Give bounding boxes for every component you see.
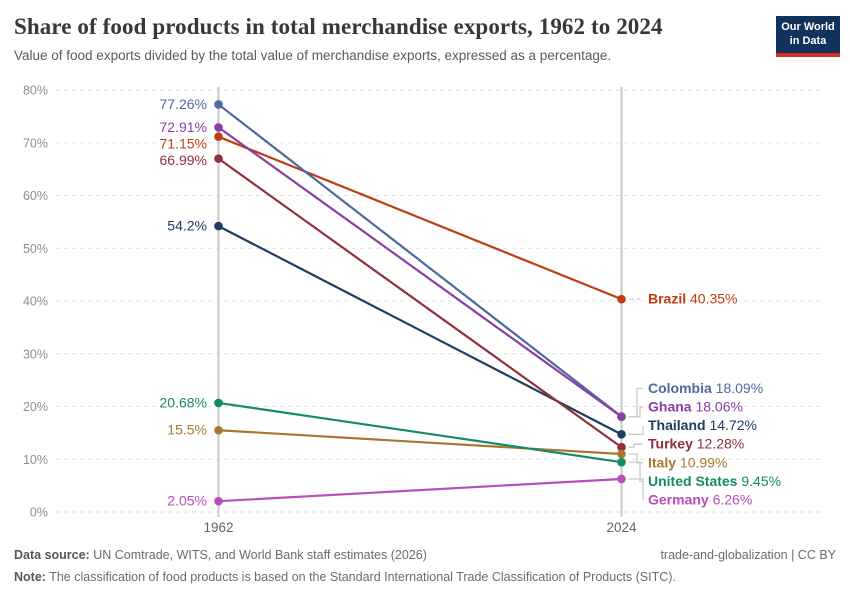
x-axis-label-1962: 1962 xyxy=(203,520,233,535)
label-connector-germany xyxy=(628,478,644,500)
data-source-label: Data source: xyxy=(14,548,90,562)
series-dot-thailand-2024[interactable] xyxy=(617,430,626,439)
series-line-italy[interactable] xyxy=(218,429,622,456)
label-connector-united-states xyxy=(628,461,643,483)
series-end-label-germany[interactable]: Germany 6.26% xyxy=(647,490,754,509)
series-line-ghana[interactable] xyxy=(217,126,623,418)
series-dot-turkey-2024[interactable] xyxy=(617,442,626,452)
y-axis-tick-10-: 10% xyxy=(23,453,48,467)
series-dot-ghana-1962[interactable] xyxy=(214,123,223,132)
y-axis-tick-80-: 80% xyxy=(23,84,48,98)
label-connector-ghana xyxy=(628,406,643,418)
series-start-label-brazil: 71.15% xyxy=(160,135,207,151)
series-dot-italy-1962[interactable] xyxy=(214,425,223,435)
note-text: The classification of food products is b… xyxy=(45,570,676,584)
series-end-label-ghana[interactable]: Ghana 18.06% xyxy=(647,397,745,416)
series-dot-italy-2024[interactable] xyxy=(617,449,626,459)
series-line-colombia[interactable] xyxy=(217,103,623,418)
y-axis-tick-30-: 30% xyxy=(23,347,48,361)
owid-logo[interactable]: Our World in Data xyxy=(776,16,840,57)
series-start-label-italy: 15.5% xyxy=(167,422,207,438)
series-start-label-ghana: 72.91% xyxy=(160,119,207,135)
series-line-united-states[interactable] xyxy=(218,401,622,464)
footer-source-row: Data source: UN Comtrade, WITS, and Worl… xyxy=(14,548,836,562)
series-start-label-united-states: 20.68% xyxy=(160,394,207,410)
y-axis-tick-60-: 60% xyxy=(23,189,48,203)
page-title: Share of food products in total merchand… xyxy=(14,14,663,39)
series-dot-germany-1962[interactable] xyxy=(214,496,223,506)
series-dot-brazil-1962[interactable] xyxy=(214,132,223,141)
label-connector-thailand xyxy=(628,425,644,436)
series-dot-united-states-1962[interactable] xyxy=(214,398,223,408)
label-connector-turkey xyxy=(628,443,643,448)
owid-logo-stripe xyxy=(776,52,840,57)
series-line-turkey[interactable] xyxy=(217,157,623,449)
owid-logo-text: Our World in Data xyxy=(776,16,840,53)
series-start-label-turkey: 66.99% xyxy=(160,152,207,168)
x-axis-label-2024: 2024 xyxy=(606,520,637,535)
series-end-label-brazil[interactable]: Brazil 40.35% xyxy=(647,289,740,308)
series-end-label-colombia[interactable]: Colombia 18.09% xyxy=(647,378,765,397)
series-dot-colombia-1962[interactable] xyxy=(214,100,223,109)
note-label: Note: xyxy=(14,570,46,584)
series-dot-germany-2024[interactable] xyxy=(617,474,626,484)
label-connector-colombia xyxy=(628,387,643,418)
series-dot-brazil-2024[interactable] xyxy=(617,294,626,304)
y-axis-tick-0-: 0% xyxy=(30,506,48,520)
y-axis-tick-50-: 50% xyxy=(23,242,48,256)
series-start-label-thailand: 54.2% xyxy=(167,218,207,234)
footer-note-row: Note: The classification of food product… xyxy=(14,570,836,584)
series-end-label-united-states[interactable]: United States 9.45% xyxy=(647,471,783,490)
label-connector-italy xyxy=(628,453,643,464)
series-end-label-turkey[interactable]: Turkey 12.28% xyxy=(647,434,746,453)
permalink-license-link[interactable]: trade-and-globalization | CC BY xyxy=(660,548,836,562)
series-end-label-italy[interactable]: Italy 10.99% xyxy=(647,453,729,472)
series-start-label-colombia: 77.26% xyxy=(160,96,207,112)
y-axis-tick-20-: 20% xyxy=(23,400,48,414)
y-axis-tick-70-: 70% xyxy=(23,136,48,150)
series-line-brazil[interactable] xyxy=(218,135,622,301)
series-dot-united-states-2024[interactable] xyxy=(617,457,626,467)
series-dot-ghana-2024[interactable] xyxy=(617,412,626,422)
data-source-text: UN Comtrade, WITS, and World Bank staff … xyxy=(89,548,427,562)
chart-subtitle: Value of food exports divided by the tot… xyxy=(14,48,612,63)
y-axis-tick-40-: 40% xyxy=(23,295,48,309)
series-start-label-germany: 2.05% xyxy=(167,493,207,509)
series-dot-thailand-1962[interactable] xyxy=(214,221,223,231)
series-line-germany[interactable] xyxy=(218,477,622,503)
data-source-line: Data source: UN Comtrade, WITS, and Worl… xyxy=(14,548,427,562)
series-dot-turkey-1962[interactable] xyxy=(214,154,223,163)
series-end-label-thailand[interactable]: Thailand 14.72% xyxy=(647,416,759,435)
